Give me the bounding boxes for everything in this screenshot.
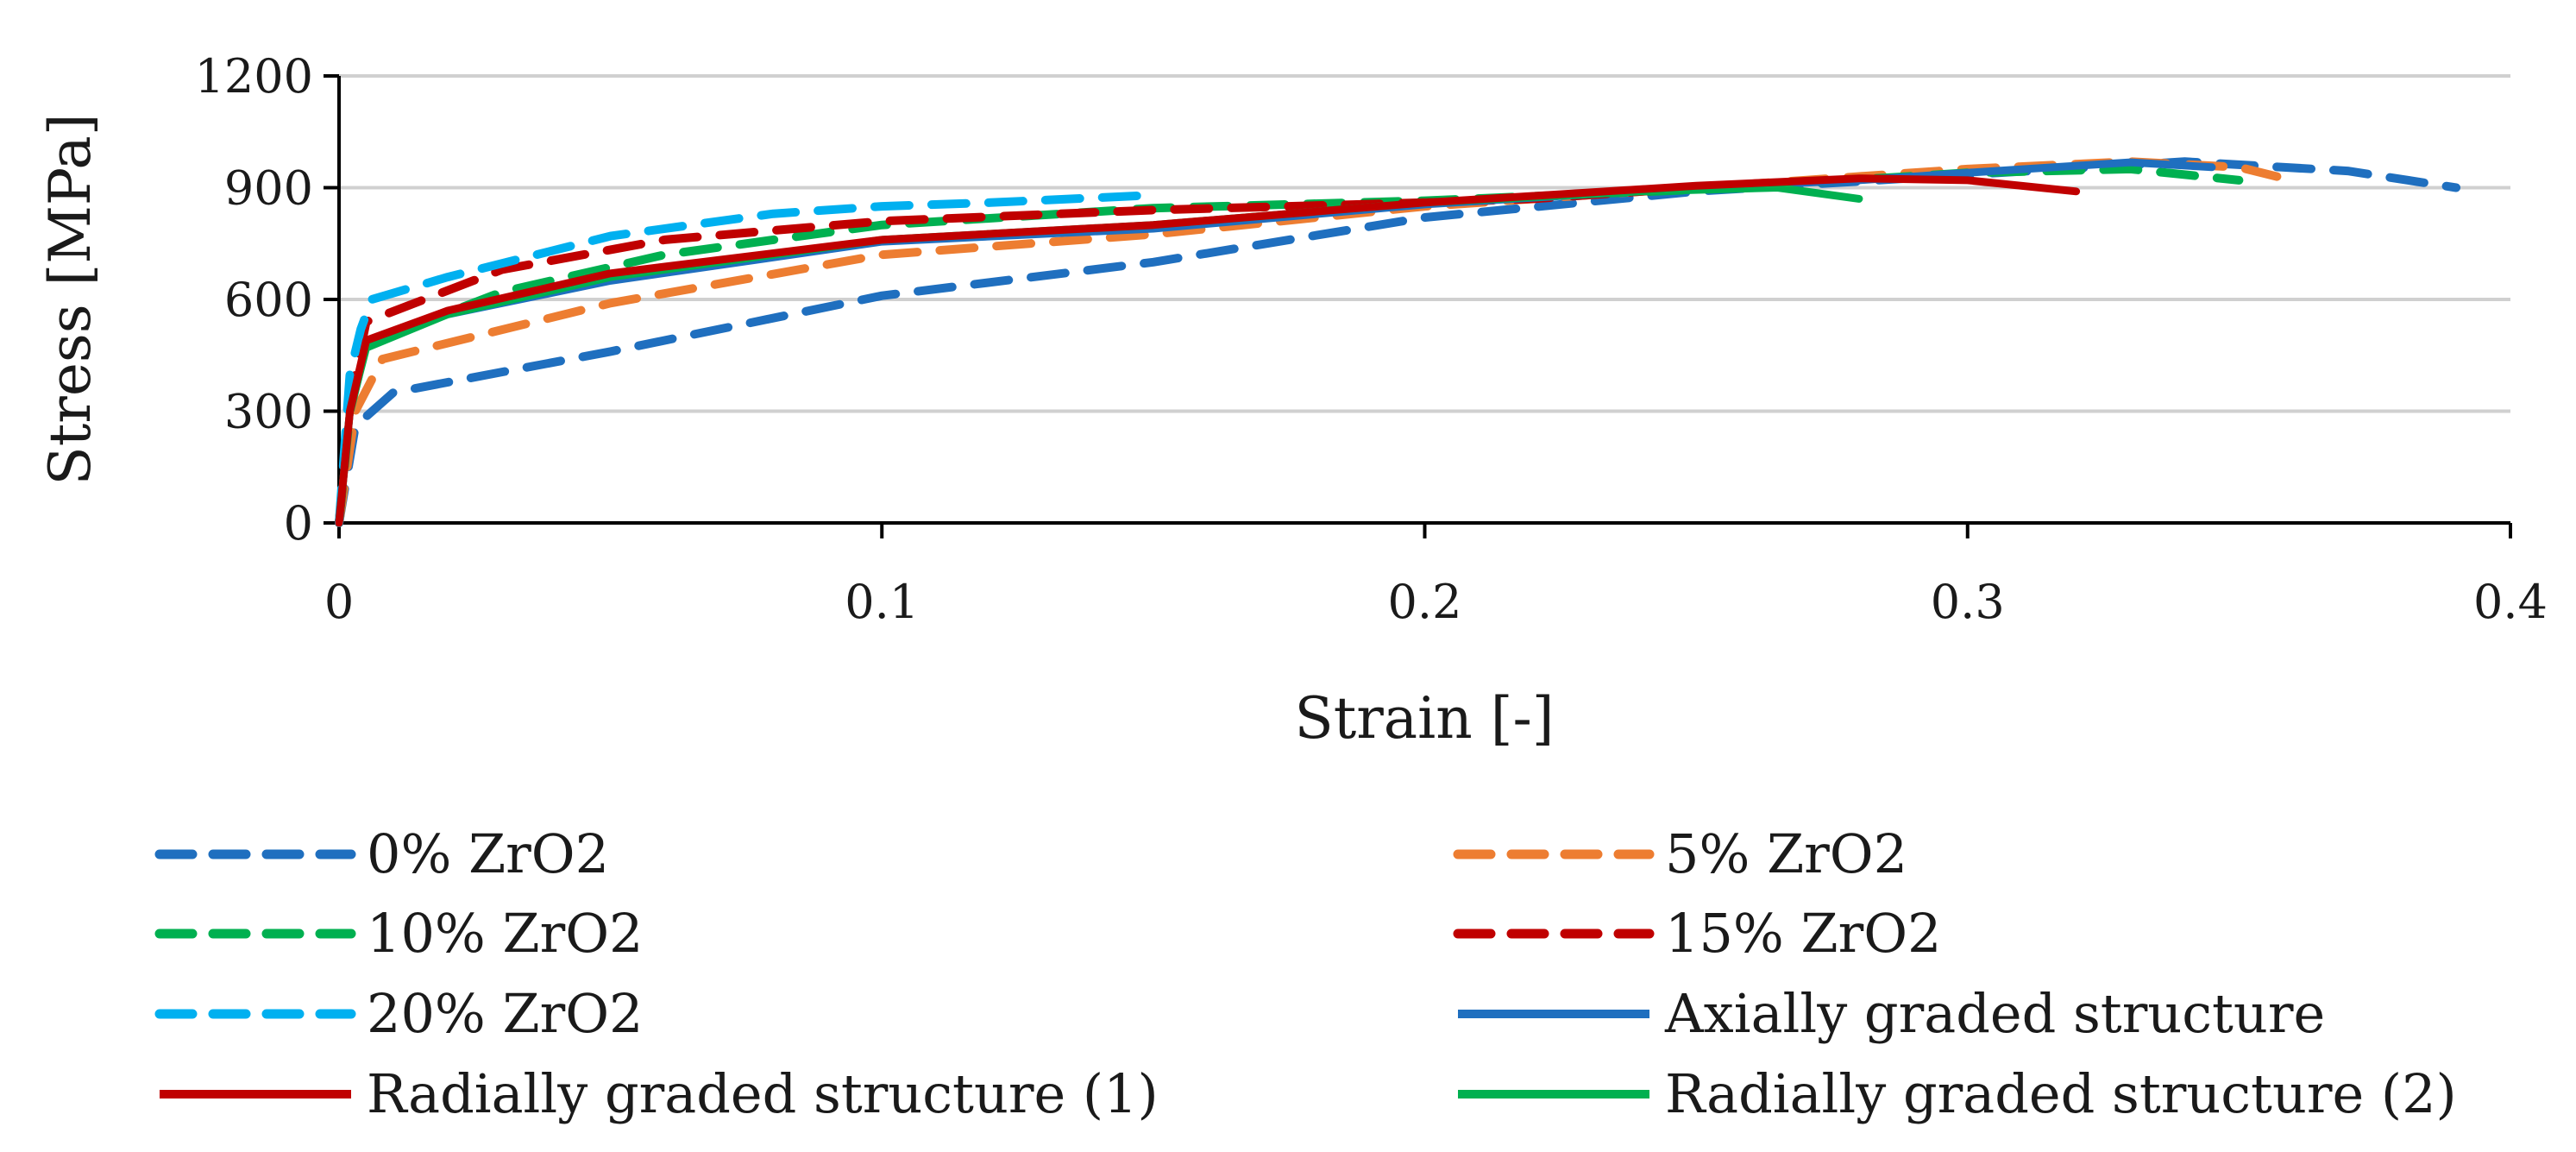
y-tick-label: 300 <box>224 385 313 439</box>
y-tick-label: 600 <box>224 273 313 327</box>
series-line-4 <box>335 191 1158 527</box>
legend-label-3: 15% ZrO2 <box>1665 902 1942 965</box>
legend-label-0: 0% ZrO2 <box>367 822 609 885</box>
legend-label-2: 10% ZrO2 <box>367 902 644 965</box>
axis-ticks: 0 300 600 900 1200 0 0.1 0.2 0.3 0.4 <box>195 49 2548 629</box>
x-tick-label: 0.2 <box>1388 575 1462 629</box>
legend-label-5: Axially graded structure <box>1664 982 2325 1045</box>
legend-label-7: Radially graded structure (2) <box>1665 1062 2457 1125</box>
gridlines <box>339 74 2510 413</box>
series-line-6 <box>335 174 2081 527</box>
y-tick-label: 1200 <box>195 49 313 104</box>
x-tick-label: 0 <box>324 575 354 629</box>
y-axis-title: Stress [MPa] <box>37 114 104 486</box>
series-line-7 <box>335 184 1863 527</box>
series-line-0 <box>335 157 2461 527</box>
x-tick-label: 0.3 <box>1931 575 2005 629</box>
series-lines <box>335 157 2461 527</box>
y-tick-label: 900 <box>224 161 313 216</box>
legend-label-4: 20% ZrO2 <box>367 982 644 1045</box>
x-axis-title: Strain [-] <box>1294 685 1554 752</box>
x-tick-label: 0.1 <box>845 575 919 629</box>
legend-label-1: 5% ZrO2 <box>1665 822 1907 885</box>
legend-label-6: Radially graded structure (1) <box>367 1062 1159 1125</box>
x-tick-label: 0.4 <box>2473 575 2548 629</box>
legend: 0% ZrO2 5% ZrO2 10% ZrO2 15% ZrO2 20% ZrO2 Ax… <box>154 822 2457 1125</box>
y-tick-label: 0 <box>284 496 313 551</box>
